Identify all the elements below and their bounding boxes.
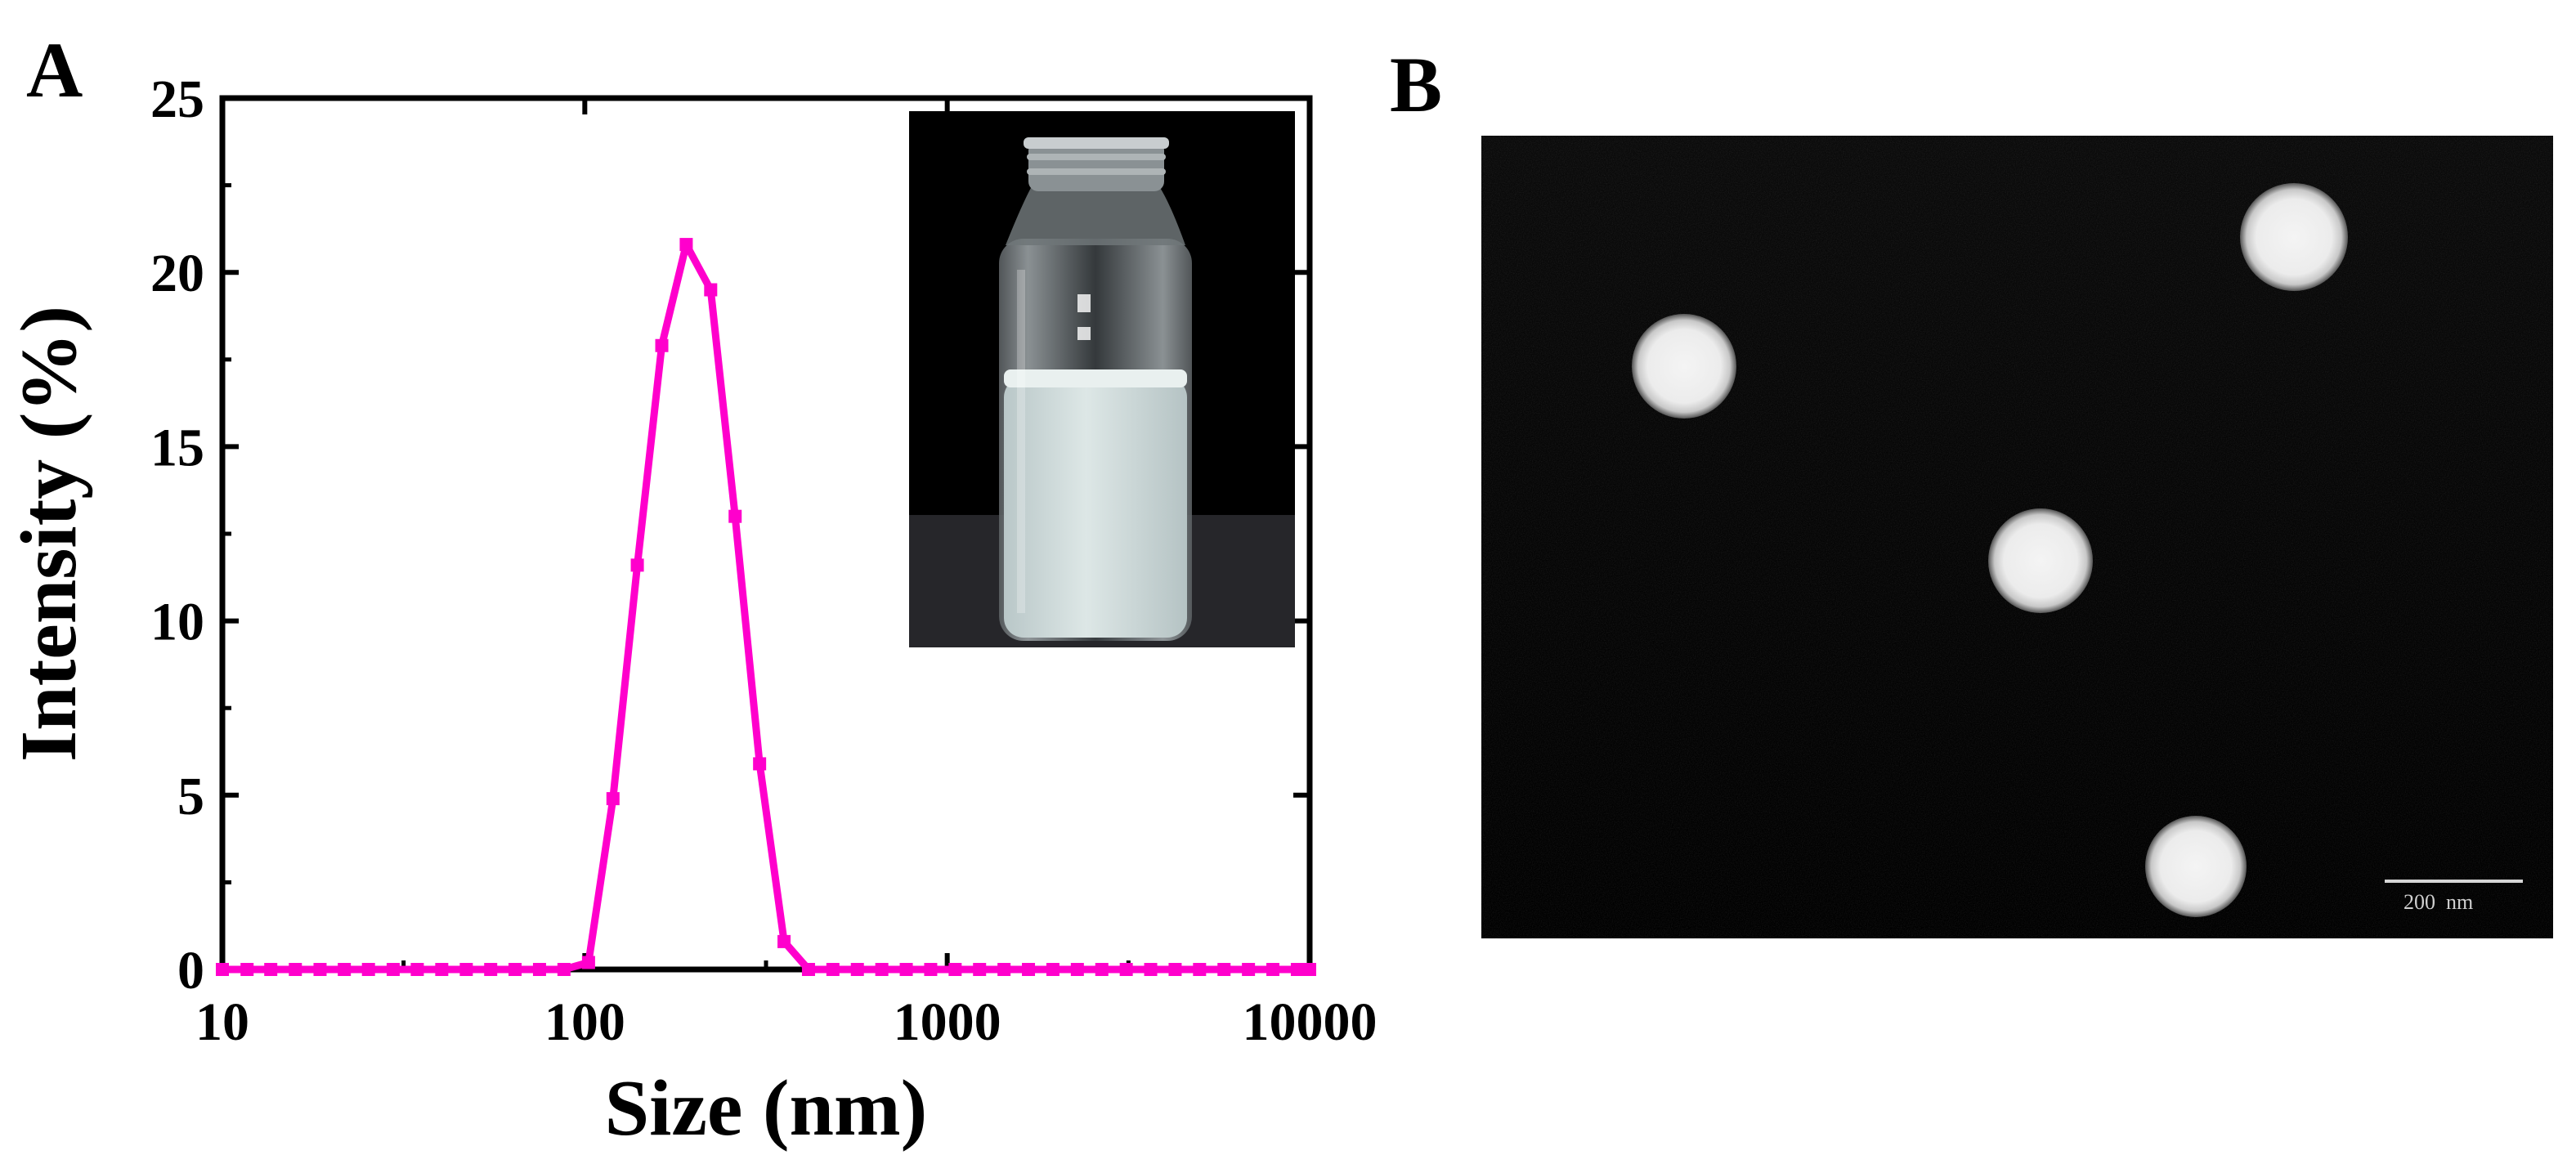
data-point — [1266, 963, 1280, 976]
data-point — [704, 283, 718, 297]
y-tick-label: 25 — [150, 69, 204, 129]
data-point — [630, 558, 644, 572]
data-point — [435, 963, 449, 976]
data-point — [1168, 963, 1182, 976]
data-point — [338, 963, 352, 976]
scale-bar-label: 200 nm — [2404, 890, 2473, 914]
data-point — [753, 757, 767, 771]
size-distribution-line — [222, 240, 1310, 974]
series-line — [222, 240, 1310, 974]
y-tick-label: 5 — [177, 767, 204, 826]
y-axis-title: Intensity (%) — [5, 306, 93, 762]
nanoparticle — [1988, 508, 2093, 613]
data-point — [581, 956, 595, 969]
data-point — [655, 338, 669, 352]
data-point — [216, 963, 229, 976]
y-tick-label: 20 — [150, 244, 204, 303]
x-axis-tick-labels: 10 100 1000 10000 — [195, 992, 1378, 1052]
data-point — [1242, 963, 1256, 976]
data-point — [386, 963, 400, 976]
nanoparticle — [2145, 816, 2247, 917]
data-point — [313, 963, 327, 976]
data-point — [508, 963, 522, 976]
data-point — [484, 963, 498, 976]
data-point — [777, 934, 791, 948]
data-point — [1046, 963, 1060, 976]
inset-vial-photo — [909, 111, 1295, 647]
data-point — [240, 963, 254, 976]
panel-a: A 0 5 10 15 20 25 10 100 1000 10000 Intensity (%… — [5, 26, 1378, 1153]
data-point — [679, 238, 693, 252]
data-point — [1144, 963, 1158, 976]
data-point — [1022, 963, 1036, 976]
data-point — [1070, 963, 1084, 976]
x-tick-label: 1000 — [894, 992, 1001, 1052]
y-tick-label: 15 — [150, 418, 204, 477]
panel-b: B 200 nm — [1390, 41, 2553, 938]
data-point — [826, 963, 840, 976]
series-markers — [216, 238, 1316, 976]
data-point — [410, 963, 424, 976]
nanoparticle — [1632, 314, 1736, 419]
x-axis-title: Size (nm) — [605, 1064, 928, 1153]
data-point — [361, 963, 375, 976]
data-point — [850, 963, 864, 976]
data-point — [1217, 963, 1231, 976]
data-point — [264, 963, 278, 976]
data-point — [1095, 963, 1109, 976]
data-point — [924, 963, 938, 976]
data-point — [289, 963, 302, 976]
data-point — [728, 509, 742, 523]
y-tick-label: 0 — [177, 941, 204, 1001]
y-tick-label: 10 — [150, 593, 204, 652]
data-point — [948, 963, 962, 976]
data-point — [801, 963, 815, 976]
data-point — [532, 963, 546, 976]
data-point — [459, 963, 473, 976]
data-point — [997, 963, 1011, 976]
y-axis-ticks — [222, 96, 1310, 972]
data-point — [557, 963, 571, 976]
y-axis-tick-labels: 0 5 10 15 20 25 — [150, 69, 204, 1001]
data-point — [973, 963, 987, 976]
x-tick-label: 100 — [544, 992, 625, 1052]
data-point — [1303, 963, 1316, 976]
tem-micrograph: 200 nm — [1481, 136, 2553, 938]
panel-b-label: B — [1390, 41, 1442, 128]
data-point — [606, 792, 620, 806]
data-point — [875, 963, 889, 976]
x-tick-label: 10 — [195, 992, 249, 1052]
nanoparticle — [2240, 183, 2348, 291]
data-point — [899, 963, 913, 976]
data-point — [1290, 963, 1304, 976]
data-point — [1193, 963, 1207, 976]
x-tick-label: 10000 — [1243, 992, 1378, 1052]
panel-a-label: A — [26, 26, 83, 114]
data-point — [1119, 963, 1133, 976]
scale-bar: 200 nm — [2385, 880, 2523, 914]
